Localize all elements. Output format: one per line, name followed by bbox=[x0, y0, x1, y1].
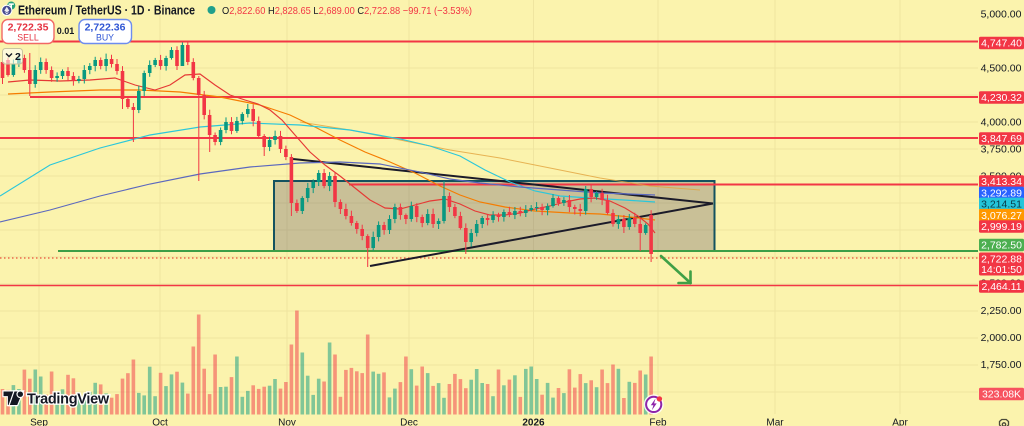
svg-text:Feb: Feb bbox=[649, 418, 667, 426]
svg-text:SELL: SELL bbox=[17, 33, 39, 43]
svg-text:323.08K: 323.08K bbox=[982, 389, 1021, 401]
svg-text:O2,822.60 H2,828.65 L2,689.00: O2,822.60 H2,828.65 L2,689.00 C2,722.88 … bbox=[222, 5, 472, 17]
svg-text:5,000.00: 5,000.00 bbox=[981, 9, 1022, 21]
svg-text:4,747.40: 4,747.40 bbox=[981, 38, 1022, 50]
svg-text:3,847.69: 3,847.69 bbox=[981, 133, 1022, 145]
svg-text:Nov: Nov bbox=[278, 418, 296, 426]
svg-text:4,500.00: 4,500.00 bbox=[981, 63, 1022, 75]
svg-text:2,722.88: 2,722.88 bbox=[981, 254, 1022, 266]
svg-text:2,250.00: 2,250.00 bbox=[981, 305, 1022, 317]
svg-text:2,464.11: 2,464.11 bbox=[981, 281, 1021, 293]
svg-text:3,214.51: 3,214.51 bbox=[981, 199, 1022, 211]
svg-text:Ethereum / TetherUS · 1D · Bin: Ethereum / TetherUS · 1D · Binance bbox=[18, 3, 195, 18]
svg-text:Sep: Sep bbox=[30, 418, 48, 426]
svg-text:Oct: Oct bbox=[152, 418, 168, 426]
svg-text:2,782.50: 2,782.50 bbox=[981, 240, 1022, 252]
svg-text:2,000.00: 2,000.00 bbox=[981, 332, 1022, 344]
svg-text:3,750.00: 3,750.00 bbox=[981, 144, 1022, 156]
svg-text:4,230.32: 4,230.32 bbox=[981, 92, 1022, 104]
svg-text:Dec: Dec bbox=[400, 418, 418, 426]
svg-text:2: 2 bbox=[15, 51, 21, 63]
svg-text:3,413.34: 3,413.34 bbox=[981, 176, 1022, 188]
svg-text:BUY: BUY bbox=[96, 33, 114, 43]
svg-text:2,722.36: 2,722.36 bbox=[85, 22, 126, 34]
svg-text:3,292.89: 3,292.89 bbox=[981, 188, 1022, 200]
svg-text:Apr: Apr bbox=[892, 418, 908, 426]
svg-text:3,076.27: 3,076.27 bbox=[981, 210, 1022, 222]
svg-text:1,750.00: 1,750.00 bbox=[981, 359, 1022, 371]
svg-text:4,000.00: 4,000.00 bbox=[981, 117, 1022, 129]
svg-text:2,999.19: 2,999.19 bbox=[981, 221, 1022, 233]
svg-text:0.01: 0.01 bbox=[57, 26, 75, 36]
svg-text:14:01:50: 14:01:50 bbox=[981, 264, 1022, 276]
svg-text:Mar: Mar bbox=[766, 418, 784, 426]
svg-text:2026: 2026 bbox=[522, 418, 545, 426]
svg-text:TradingView: TradingView bbox=[27, 392, 110, 408]
svg-text:2,722.35: 2,722.35 bbox=[8, 22, 49, 34]
